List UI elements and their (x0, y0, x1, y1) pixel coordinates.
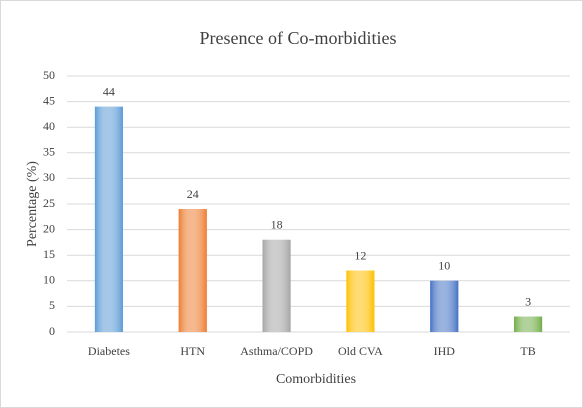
data-label: 12 (354, 248, 366, 262)
x-tick-label: Diabetes (88, 344, 130, 358)
y-axis-title: Percentage (%) (25, 161, 40, 247)
data-label: 18 (271, 218, 283, 232)
bar-group (94, 106, 123, 332)
bar-shine (94, 106, 123, 332)
data-label: 3 (525, 294, 531, 308)
bar-shine (430, 280, 459, 332)
y-tick-label: 15 (43, 247, 55, 261)
x-tick-label: Asthma/COPD (240, 344, 313, 358)
y-tick-label: 45 (43, 93, 55, 107)
y-tick-label: 50 (43, 68, 55, 82)
y-tick-label: 20 (43, 221, 55, 235)
chart-title: Presence of Co-morbidities (200, 28, 397, 48)
x-tick-label: Old CVA (338, 344, 383, 358)
bar-group (514, 316, 543, 332)
bar-shine (514, 316, 543, 332)
x-axis-title: Comorbidities (276, 372, 356, 387)
y-tick-label: 35 (43, 145, 55, 159)
bar-group (178, 209, 207, 332)
y-tick-label: 40 (43, 119, 55, 133)
y-tick-label: 30 (43, 170, 55, 184)
bar-group (346, 270, 375, 332)
y-tick-label: 5 (49, 298, 55, 312)
x-tick-label: HTN (180, 344, 205, 358)
bar-shine (346, 270, 375, 332)
data-label: 44 (103, 84, 115, 98)
y-tick-label: 0 (49, 324, 55, 338)
bar-group (262, 239, 291, 332)
bar-shine (262, 239, 291, 332)
data-label: 10 (438, 259, 450, 273)
x-tick-label: TB (520, 344, 535, 358)
y-tick-label: 10 (43, 273, 55, 287)
bar-shine (178, 209, 207, 332)
bar-group (430, 280, 459, 332)
x-tick-label: IHD (434, 344, 456, 358)
y-tick-label: 25 (43, 196, 55, 210)
data-label: 24 (187, 187, 199, 201)
